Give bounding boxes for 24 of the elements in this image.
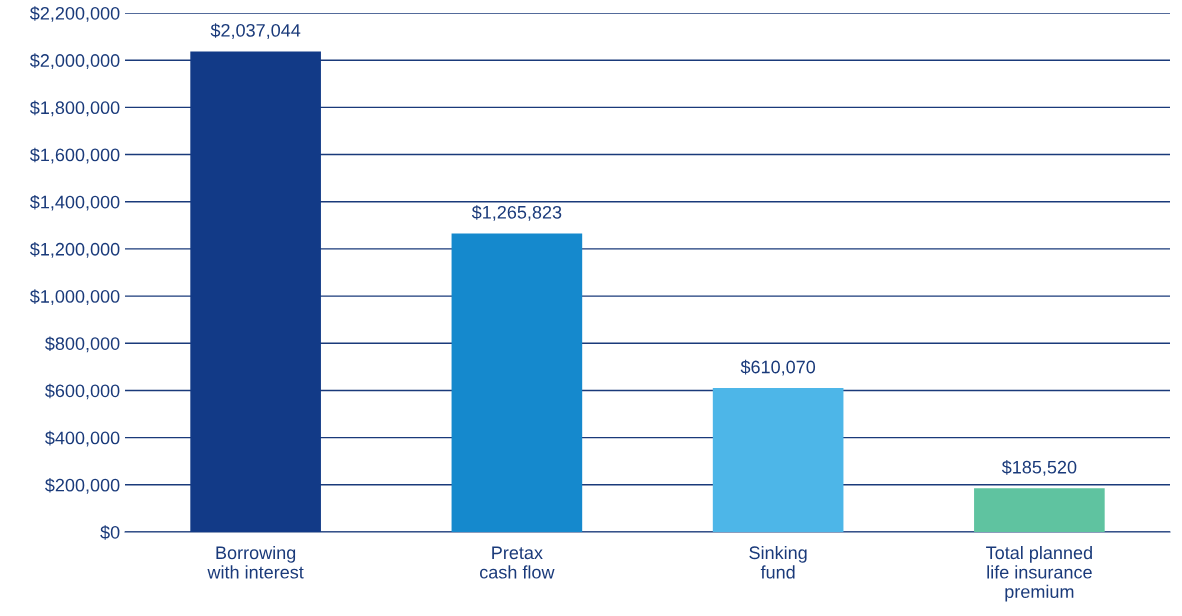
bar [712,388,844,532]
y-tick-label: $2,000,000 [29,53,120,70]
x-tick-label: Total planned life insurance premium [986,545,1092,602]
y-tick-label: $1,400,000 [29,194,120,211]
bar [974,488,1105,532]
y-tick-label: $1,200,000 [29,242,120,258]
y-tick-label: $400,000 [45,430,120,447]
y-tick-label: $1,800,000 [29,100,120,117]
x-tick-label: Sinking fund [749,545,807,579]
data-label: $1,265,823 [471,205,562,221]
y-tick-label: $2,200,000 [29,6,120,22]
data-label: $610,070 [740,359,816,376]
y-tick-label: $0 [100,525,120,540]
y-tick-label: $1,000,000 [29,289,120,305]
bar [190,51,321,532]
bar [451,233,583,532]
y-tick-label: $200,000 [45,477,120,494]
y-tick-label: $1,600,000 [29,147,120,164]
y-tick-label: $800,000 [45,336,120,353]
x-tick-label: Borrowing with interest [207,545,304,579]
data-label: $2,037,044 [210,23,301,39]
data-label: $185,520 [1001,460,1077,476]
x-tick-label: Pretax cash flow [480,546,555,579]
y-tick-label: $600,000 [45,383,120,400]
